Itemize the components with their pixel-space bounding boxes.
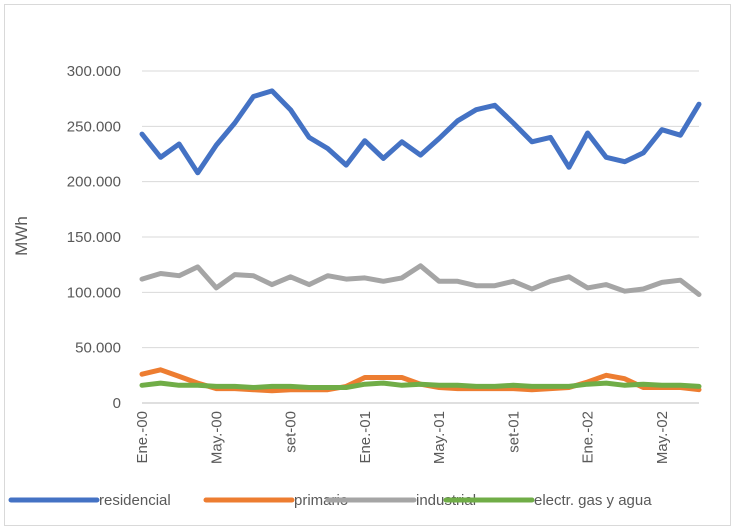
x-tick-label: set-01: [505, 411, 522, 453]
x-tick-label: May.-01: [431, 411, 448, 464]
y-tick-label: 200.000: [67, 174, 121, 191]
x-tick-label: May.-00: [208, 411, 225, 464]
series-line-electr-gas-y-agua: [139, 380, 702, 390]
x-tick-label: May.-02: [654, 411, 671, 464]
legend: residencialprimarioindustrialelectr. gas…: [8, 492, 652, 509]
y-axis-ticks: 0 50.000 100.000 150.000 200.000 250.000 300.0…: [67, 63, 121, 412]
legend-label: residencial: [99, 492, 171, 509]
line-chart: 0 50.000 100.000 150.000 200.000 250.000 300.0…: [8, 63, 702, 509]
x-tick-label: Ene.-02: [580, 411, 597, 464]
series-line-industrial: [139, 263, 702, 297]
y-axis-title: MWh: [12, 216, 31, 256]
x-tick-label: Ene.-01: [357, 411, 374, 464]
series-line-residencial: [139, 88, 702, 176]
chart-area: 0 50.000 100.000 150.000 200.000 250.000 300.0…: [4, 4, 731, 526]
y-tick-label: 0: [113, 395, 121, 412]
y-tick-label: 250.000: [67, 118, 121, 135]
y-tick-label: 150.000: [67, 229, 121, 246]
x-axis-ticks: Ene.-00 May.-00 set-00 Ene.-01 May.-01 set-01…: [134, 411, 671, 464]
x-tick-label: set-00: [283, 411, 300, 453]
x-tick-label: Ene.-00: [134, 411, 151, 464]
y-tick-label: 300.000: [67, 63, 121, 80]
legend-label: primario: [294, 492, 348, 509]
legend-label: electr. gas y agua: [534, 492, 652, 509]
y-tick-label: 50.000: [75, 340, 121, 357]
gridlines: [142, 70, 699, 404]
y-tick-label: 100.000: [67, 284, 121, 301]
series-lines: [139, 88, 702, 394]
